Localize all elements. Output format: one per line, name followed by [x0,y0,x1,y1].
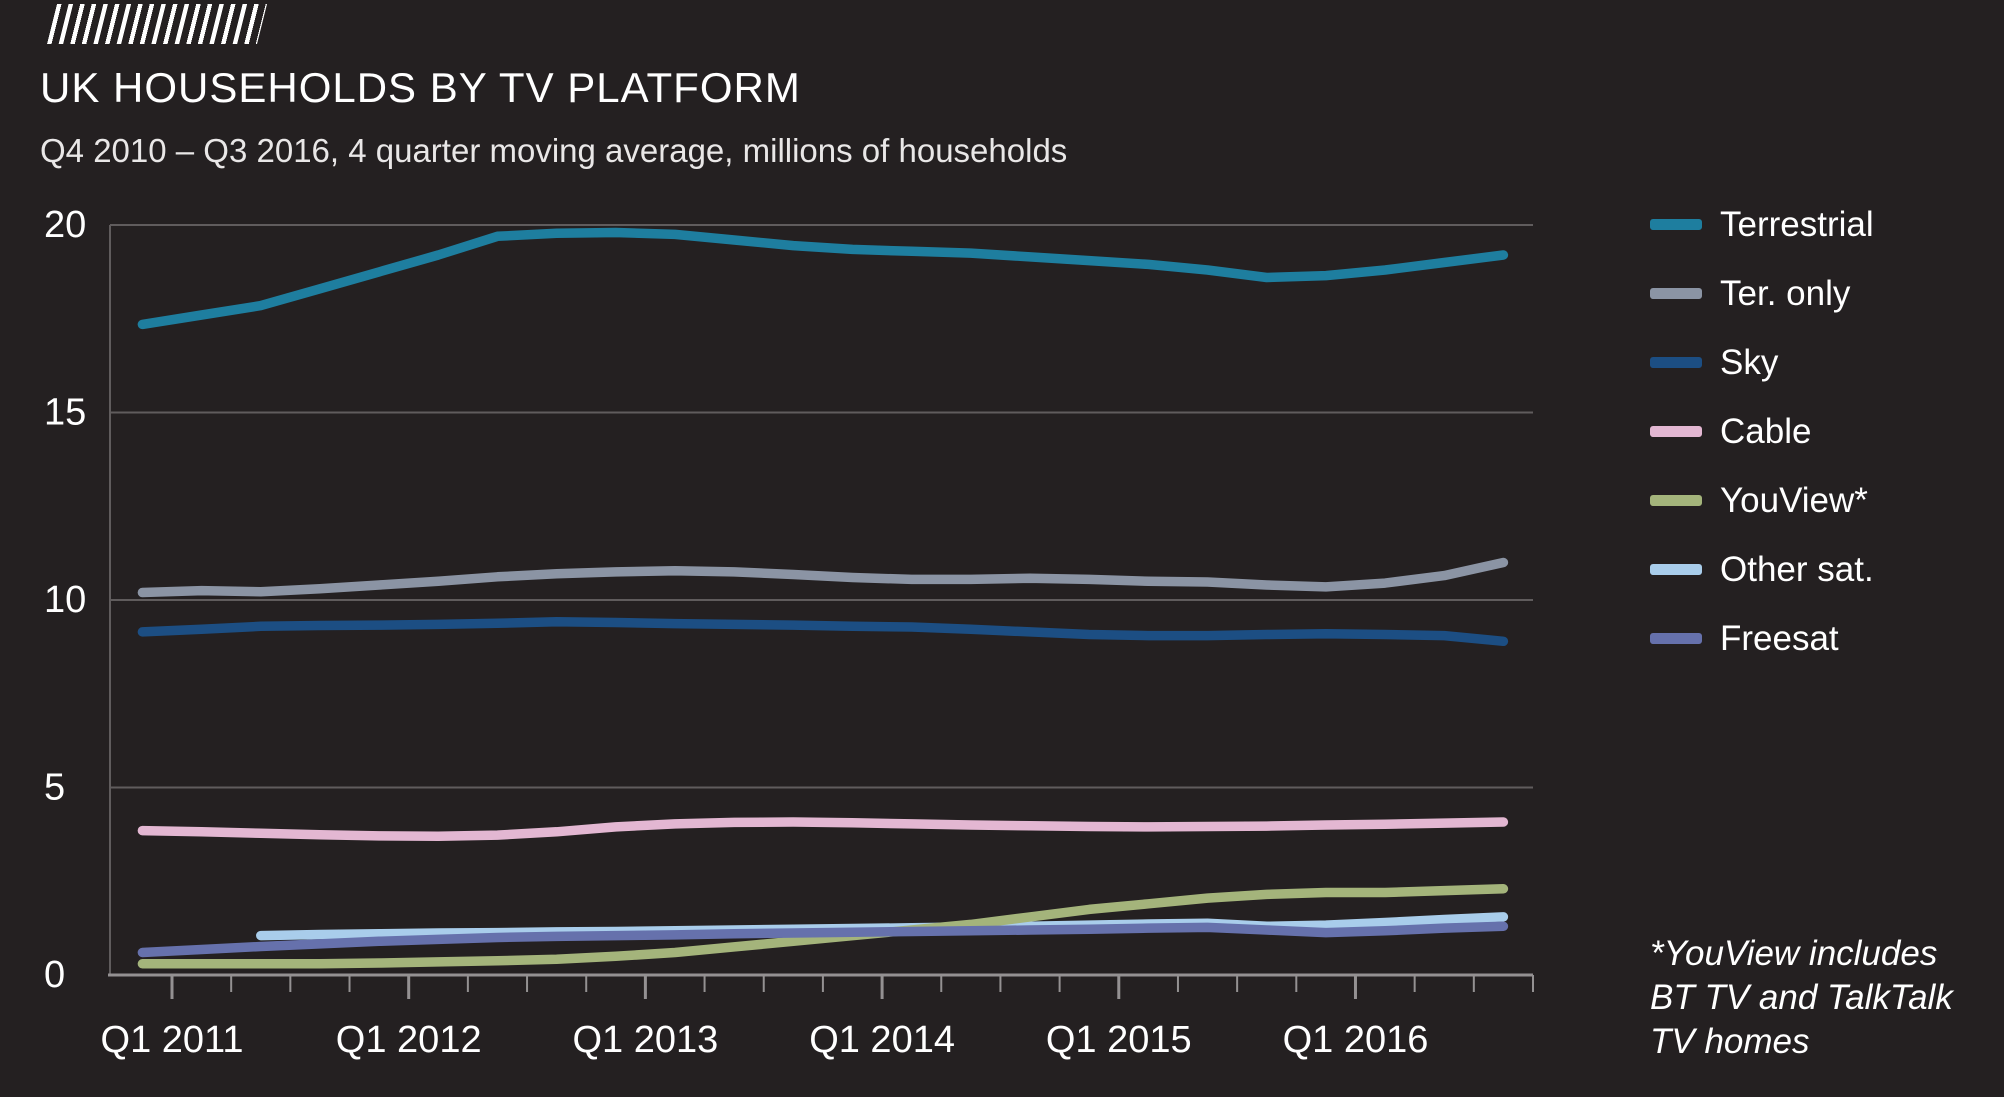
legend-label: Freesat [1720,618,1839,658]
cable-swatch-icon [1650,426,1702,437]
youview-swatch-icon [1650,495,1702,506]
ter-only-swatch-icon [1650,288,1702,299]
line-ter-only [137,557,1509,598]
legend-item-other-sat: Other sat. [1650,535,2000,604]
other-sat-swatch-icon [1650,564,1702,575]
footnote: *YouView includes BT TV and TalkTalk TV … [1650,932,1953,1064]
legend-label: Terrestrial [1720,204,1874,244]
line-youview [137,884,1509,969]
x-tick-label: Q1 2013 [572,1019,718,1061]
legend-label: Cable [1720,411,1812,451]
sky-swatch-icon [1650,357,1702,368]
footnote-line: BT TV and TalkTalk [1650,978,1953,1017]
y-tick-label: 10 [44,579,86,621]
line-freesat [137,921,1509,958]
line-cable [137,817,1509,842]
y-tick-label: 20 [44,204,86,246]
freesat-swatch-icon [1650,633,1702,644]
x-tick-label: Q1 2014 [809,1019,955,1061]
legend-item-sky: Sky [1650,328,2000,397]
footnote-line: *YouView includes [1650,934,1938,973]
legend-item-ter-only: Ter. only [1650,259,2000,328]
x-tick-label: Q1 2012 [336,1019,482,1061]
legend-label: YouView* [1720,480,1868,520]
x-tick-label: Q1 2011 [101,1019,244,1061]
legend-item-freesat: Freesat [1650,604,2000,673]
y-tick-label: 5 [44,767,65,809]
line-terrestrial [137,227,1509,330]
legend-item-youview: YouView* [1650,466,2000,535]
line-sky [137,617,1509,647]
legend-item-cable: Cable [1650,397,2000,466]
legend-label: Other sat. [1720,549,1874,589]
x-tick-label: Q1 2015 [1046,1019,1192,1061]
x-tick-label: Q1 2016 [1283,1019,1429,1061]
y-tick-label: 0 [44,954,65,996]
page-title: UK HOUSEHOLDS BY TV PLATFORM [40,64,801,111]
footnote-line: TV homes [1650,1022,1810,1061]
legend-label: Ter. only [1720,273,1851,313]
y-tick-label: 15 [44,392,86,434]
page-subtitle: Q4 2010 – Q3 2016, 4 quarter moving aver… [40,132,1068,169]
legend-label: Sky [1720,342,1779,382]
legend-item-terrestrial: Terrestrial [1650,190,2000,259]
chart-legend: Terrestrial Ter. only Sky Cable YouView*… [1650,190,2000,673]
terrestrial-swatch-icon [1650,219,1702,230]
